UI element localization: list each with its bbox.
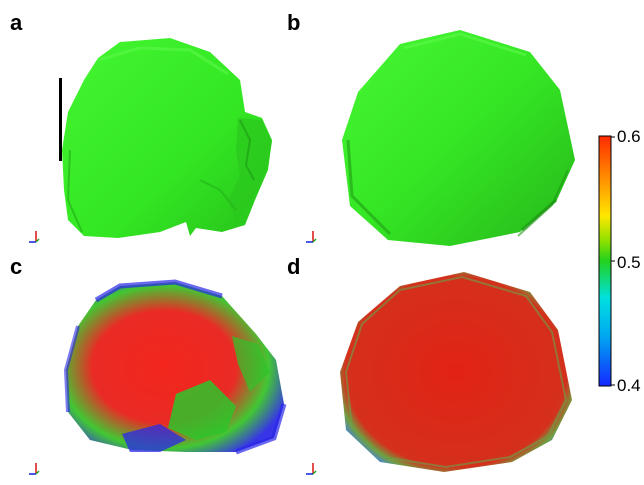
- axes-triad-icon: [306, 463, 317, 475]
- colorbar-tick-bottom: 0.4: [617, 376, 641, 395]
- colorbar-tick-top: 0.6: [617, 127, 641, 146]
- axes-triad-icon: [29, 231, 40, 243]
- panel-label-b: b: [287, 10, 301, 35]
- panel-label-d: d: [287, 254, 301, 279]
- axes-triad-icon: [306, 231, 317, 243]
- particle-b: [342, 30, 575, 246]
- colorbar: [598, 135, 612, 387]
- particle-c: [63, 279, 287, 455]
- panel-label-c: c: [10, 254, 23, 279]
- particle-a: [62, 38, 272, 238]
- scale-bar: [59, 78, 62, 161]
- axes-triad-icon: [29, 463, 40, 475]
- colorbar-tick-middle: 0.5: [617, 253, 641, 272]
- panel-label-a: a: [10, 10, 23, 35]
- particle-d: [340, 272, 572, 472]
